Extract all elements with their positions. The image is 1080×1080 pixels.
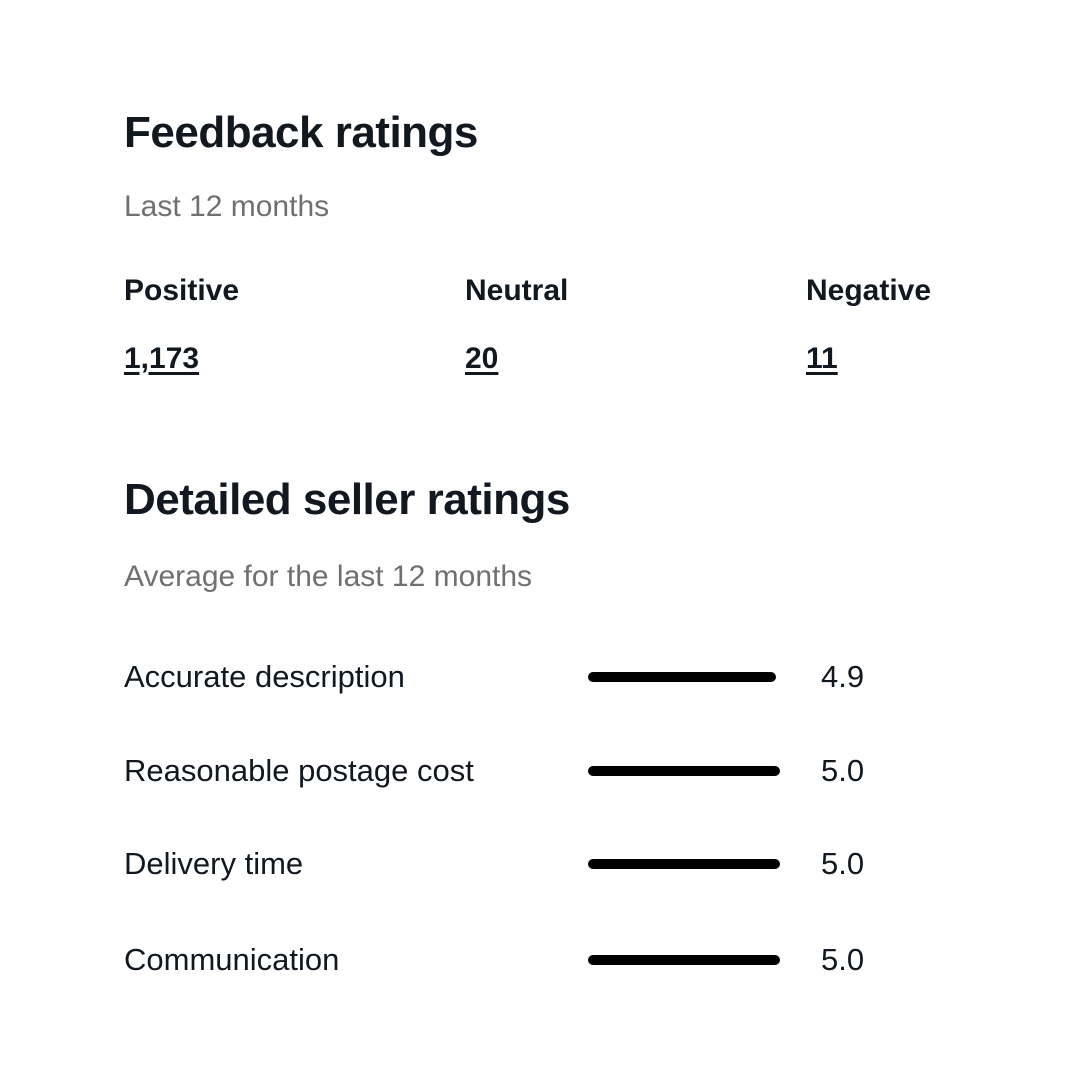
detailed-ratings-title: Detailed seller ratings bbox=[124, 475, 570, 524]
neutral-label: Neutral bbox=[465, 274, 569, 307]
rating-bar-fill bbox=[588, 672, 777, 682]
rating-bar bbox=[588, 766, 780, 776]
rating-value: 5.0 bbox=[821, 753, 865, 788]
detailed-ratings-subtitle: Average for the last 12 months bbox=[124, 560, 533, 593]
feedback-period-subtitle: Last 12 months bbox=[124, 190, 330, 223]
rating-bar-fill bbox=[588, 859, 780, 869]
rating-label: Delivery time bbox=[124, 846, 304, 881]
feedback-ratings-title: Feedback ratings bbox=[124, 108, 478, 157]
neutral-column: Neutral 20 bbox=[465, 276, 568, 374]
rating-row-communication: Communication 5.0 bbox=[124, 940, 924, 980]
negative-column: Negative 11 bbox=[806, 276, 931, 374]
rating-bar-fill bbox=[588, 766, 780, 776]
positive-label: Positive bbox=[124, 274, 240, 307]
negative-label: Negative bbox=[806, 274, 932, 307]
rating-value: 5.0 bbox=[821, 942, 865, 977]
rating-bar bbox=[588, 955, 780, 965]
rating-bar bbox=[588, 672, 780, 682]
positive-count-link[interactable]: 1,173 bbox=[124, 342, 200, 375]
rating-row-delivery-time: Delivery time 5.0 bbox=[124, 844, 924, 884]
positive-column: Positive 1,173 bbox=[124, 276, 239, 374]
rating-row-reasonable-postage-cost: Reasonable postage cost 5.0 bbox=[124, 751, 924, 791]
rating-label: Accurate description bbox=[124, 659, 405, 694]
negative-count-link[interactable]: 11 bbox=[806, 342, 838, 375]
rating-row-accurate-description: Accurate description 4.9 bbox=[124, 657, 924, 697]
rating-bar bbox=[588, 859, 780, 869]
rating-value: 5.0 bbox=[821, 846, 865, 881]
rating-bar-fill bbox=[588, 955, 780, 965]
neutral-count-link[interactable]: 20 bbox=[465, 342, 499, 375]
rating-label: Communication bbox=[124, 942, 340, 977]
rating-label: Reasonable postage cost bbox=[124, 753, 474, 788]
rating-value: 4.9 bbox=[821, 659, 865, 694]
feedback-counts: Positive 1,173 Neutral 20 Negative 11 bbox=[124, 276, 984, 386]
